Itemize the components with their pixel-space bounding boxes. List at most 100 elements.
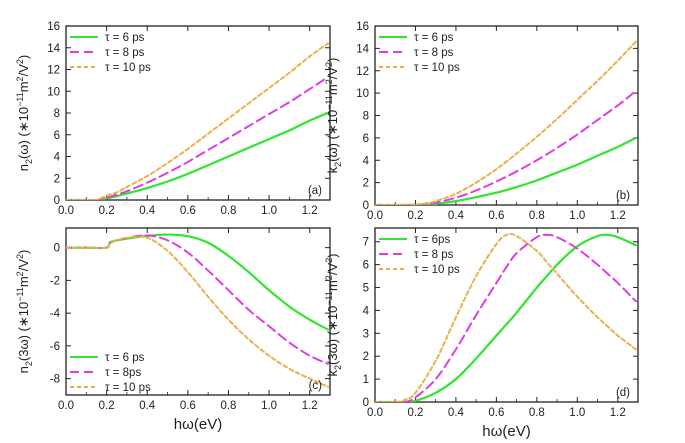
y-tick-label: 8 [363, 111, 369, 123]
legend: τ = 6 ps τ = 8 ps τ = 10 ps [70, 32, 151, 74]
y-tick-label: 6 [363, 133, 369, 145]
legend-label: τ = 8 ps [414, 249, 454, 261]
y-tick-label: 4 [363, 155, 370, 167]
y-label-part: −11 [15, 92, 25, 107]
y-tick-label: 5 [363, 283, 369, 295]
y-axis-label: n2(ω) (∗10−11m2/V2) [15, 55, 34, 171]
x-axis-label: hω(eV) [482, 423, 530, 440]
plot-frame [65, 227, 331, 396]
y-label-part: 2 [324, 79, 334, 84]
y-label-part: m [325, 280, 340, 291]
y-label-part: 2 [15, 59, 25, 64]
y-label-part: 2 [15, 76, 25, 81]
legend: τ = 6 ps τ = 8ps τ = 10 ps [70, 352, 151, 394]
x-tick-label: 0.8 [529, 210, 545, 222]
x-tick-label: 0.0 [367, 407, 383, 419]
x-tick-label: 0.8 [220, 400, 236, 412]
y-label-part: ) [16, 55, 31, 59]
y-label-part: /V [16, 259, 31, 272]
legend-label: τ = 6ps [414, 234, 450, 246]
x-axis-label: hω(eV) [174, 416, 222, 433]
y-label-part: (3ω) (∗10 [16, 302, 31, 361]
y-label-part: 2 [24, 361, 34, 366]
y-tick-label: 0 [54, 243, 60, 255]
panel-label: (a) [308, 185, 322, 197]
y-label-part: k [325, 369, 340, 376]
y-label-part: (3ω) (∗10 [325, 306, 340, 365]
y-axis-label: k2(ω) (∗10−11m2/V2) [324, 58, 343, 174]
legend-label: τ = 8 ps [414, 47, 454, 59]
y-tick-label: 12 [356, 66, 369, 78]
y-tick-label: -6 [50, 341, 60, 353]
x-tick-label: 0.4 [448, 407, 465, 419]
y-label-part: 2 [324, 62, 334, 67]
legend-label: τ = 6 ps [414, 32, 454, 44]
y-tick-label: 3 [363, 328, 369, 340]
y-label-part: 2 [15, 254, 25, 259]
legend: τ = 6ps τ = 8 ps τ = 10 ps [379, 234, 460, 276]
series-line-tau10 [375, 232, 637, 402]
x-tick-label: 0.2 [99, 400, 115, 412]
y-tick-label: 7 [363, 237, 369, 249]
x-tick-label: 0.2 [99, 205, 115, 217]
y-tick-label: 4 [54, 152, 61, 164]
y-label-part: /V [325, 67, 340, 80]
plot-frame [374, 227, 639, 403]
y-tick-label: 6 [54, 130, 60, 142]
legend-label: τ = 10 ps [105, 62, 151, 74]
y-label-part: 2 [333, 365, 343, 370]
x-tick-label: 0.6 [180, 205, 196, 217]
y-label-part: m [325, 84, 340, 95]
y-label-part: 2 [324, 275, 334, 280]
x-tick-label: 0.2 [407, 407, 423, 419]
legend-label: τ = 8ps [105, 367, 141, 379]
y-label-part: −11 [15, 287, 25, 302]
x-tick-label: 0.8 [529, 407, 545, 419]
panel-a: 0.0 0.2 0.4 0.6 0.8 1.0 1.20246810121416n2(ω) … [15, 21, 331, 217]
x-tick-label: 0.6 [488, 210, 504, 222]
y-label-part: (ω) (∗10 [16, 107, 31, 159]
y-tick-label: 0 [363, 200, 369, 212]
x-tick-label: 1.0 [569, 407, 585, 419]
x-label-h: h [482, 423, 490, 440]
x-tick-label: 1.2 [610, 210, 626, 222]
series-line-tau10 [375, 40, 637, 205]
y-label-part: 2 [333, 162, 343, 167]
legend-label: τ = 6 ps [105, 352, 145, 364]
x-label-h: h [174, 416, 182, 433]
legend-label: τ = 10 ps [414, 264, 460, 276]
x-tick-label: 0.0 [367, 210, 383, 222]
y-label-part: ) [325, 58, 340, 62]
x-tick-label: 0.2 [407, 210, 423, 222]
x-tick-label: 1.2 [302, 400, 318, 412]
y-label-part: m [16, 81, 31, 92]
y-label-part: n [16, 164, 31, 171]
y-label-part: /V [16, 64, 31, 77]
series-line-tau8 [66, 234, 329, 365]
y-label-part: /V [325, 263, 340, 276]
y-tick-label: 6 [363, 260, 369, 272]
y-tick-label: -8 [50, 374, 60, 386]
series-line-tau8 [375, 233, 637, 402]
panel-label: (c) [309, 380, 323, 392]
y-tick-label: 2 [363, 178, 369, 190]
y-tick-label: 1 [363, 374, 369, 386]
y-label-part: (ω) (∗10 [325, 110, 340, 162]
y-tick-label: 16 [356, 21, 369, 33]
x-label-rest: ω(eV) [491, 423, 531, 440]
x-tick-label: 1.2 [302, 205, 318, 217]
series-line-tau10 [66, 42, 329, 200]
series-line-tau8 [66, 76, 329, 200]
y-tick-label: 2 [363, 351, 369, 363]
y-tick-label: 14 [47, 43, 60, 55]
x-tick-label: 0.6 [488, 407, 504, 419]
legend-label: τ = 8 ps [105, 47, 145, 59]
y-tick-label: -4 [50, 308, 61, 320]
series-line-tau6 [375, 136, 638, 205]
y-label-part: −11 [324, 291, 334, 306]
y-tick-label: 0 [363, 397, 369, 409]
panel-label: (b) [616, 190, 630, 202]
y-label-part: 2 [324, 258, 334, 263]
x-tick-label: 0.0 [58, 400, 74, 412]
y-label-part: k [325, 166, 340, 173]
